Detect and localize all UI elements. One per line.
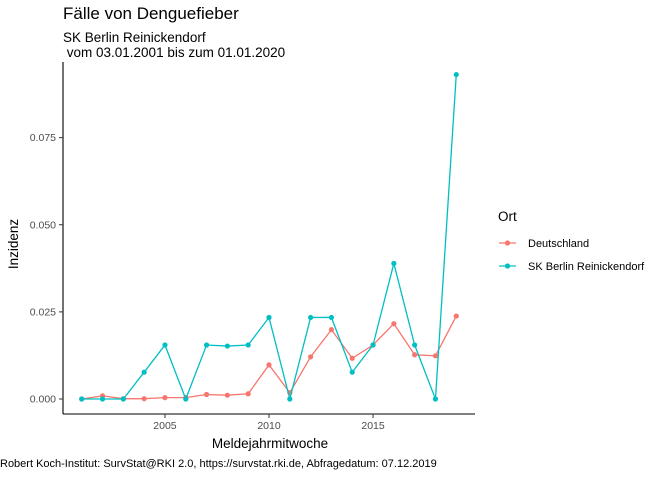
y-axis-ticks: 0.000 0.025 0.050 0.075 bbox=[30, 132, 63, 406]
series-line bbox=[81, 74, 457, 401]
series-line bbox=[81, 315, 457, 400]
data-point bbox=[432, 396, 439, 402]
axes bbox=[62, 62, 475, 415]
data-point bbox=[162, 342, 168, 348]
legend-key-point bbox=[504, 240, 511, 246]
data-point bbox=[308, 314, 314, 321]
data-point bbox=[287, 396, 293, 402]
y-tick-label: 0.000 bbox=[30, 394, 56, 406]
data-point bbox=[141, 369, 147, 375]
y-tick-label: 0.050 bbox=[30, 219, 56, 231]
data-point bbox=[245, 391, 251, 397]
data-point bbox=[120, 396, 126, 402]
chart-caption: Robert Koch-Institut: SurvStat@RKI 2.0, … bbox=[0, 458, 437, 470]
data-point bbox=[308, 354, 314, 360]
data-series bbox=[79, 71, 459, 402]
x-tick-label: 2010 bbox=[257, 420, 281, 432]
data-point bbox=[266, 362, 272, 368]
data-point bbox=[99, 396, 106, 402]
y-axis-title: Inzidenz bbox=[6, 219, 21, 270]
legend-title: Ort bbox=[498, 209, 517, 224]
data-point bbox=[162, 395, 168, 401]
data-point bbox=[328, 314, 335, 321]
legend: Ort Deutschland SK Berlin Reinickendorf bbox=[498, 209, 645, 273]
data-point bbox=[370, 342, 376, 348]
data-point bbox=[432, 353, 439, 359]
data-point bbox=[183, 396, 189, 402]
data-point bbox=[224, 392, 230, 398]
data-point bbox=[349, 369, 355, 375]
y-tick-label: 0.075 bbox=[30, 132, 56, 144]
legend-label: SK Berlin Reinickendorf bbox=[528, 261, 645, 273]
x-axis-title: Meldejahrmitwoche bbox=[212, 436, 328, 451]
data-point bbox=[245, 342, 251, 348]
chart-title: Fälle von Denguefieber bbox=[63, 4, 239, 23]
data-point bbox=[453, 71, 459, 78]
x-tick-label: 2015 bbox=[361, 420, 385, 432]
data-point bbox=[203, 342, 210, 348]
data-point bbox=[391, 321, 397, 327]
data-point bbox=[453, 313, 459, 319]
data-point bbox=[412, 352, 418, 358]
x-axis-ticks: 2005 2010 2015 bbox=[153, 414, 385, 432]
data-point bbox=[391, 260, 397, 267]
y-tick-label: 0.025 bbox=[30, 306, 56, 318]
data-point bbox=[141, 396, 147, 402]
legend-key-point bbox=[504, 263, 511, 269]
data-point bbox=[79, 396, 85, 402]
data-point bbox=[328, 327, 335, 333]
x-tick-label: 2005 bbox=[153, 420, 177, 432]
data-point bbox=[349, 355, 355, 361]
data-point bbox=[224, 343, 230, 349]
chart-subtitle: SK Berlin Reinickendorf vom 03.01.2001 b… bbox=[63, 30, 286, 60]
legend-label: Deutschland bbox=[528, 238, 589, 250]
data-point bbox=[266, 314, 272, 321]
data-point bbox=[412, 342, 418, 348]
data-point bbox=[203, 391, 210, 398]
